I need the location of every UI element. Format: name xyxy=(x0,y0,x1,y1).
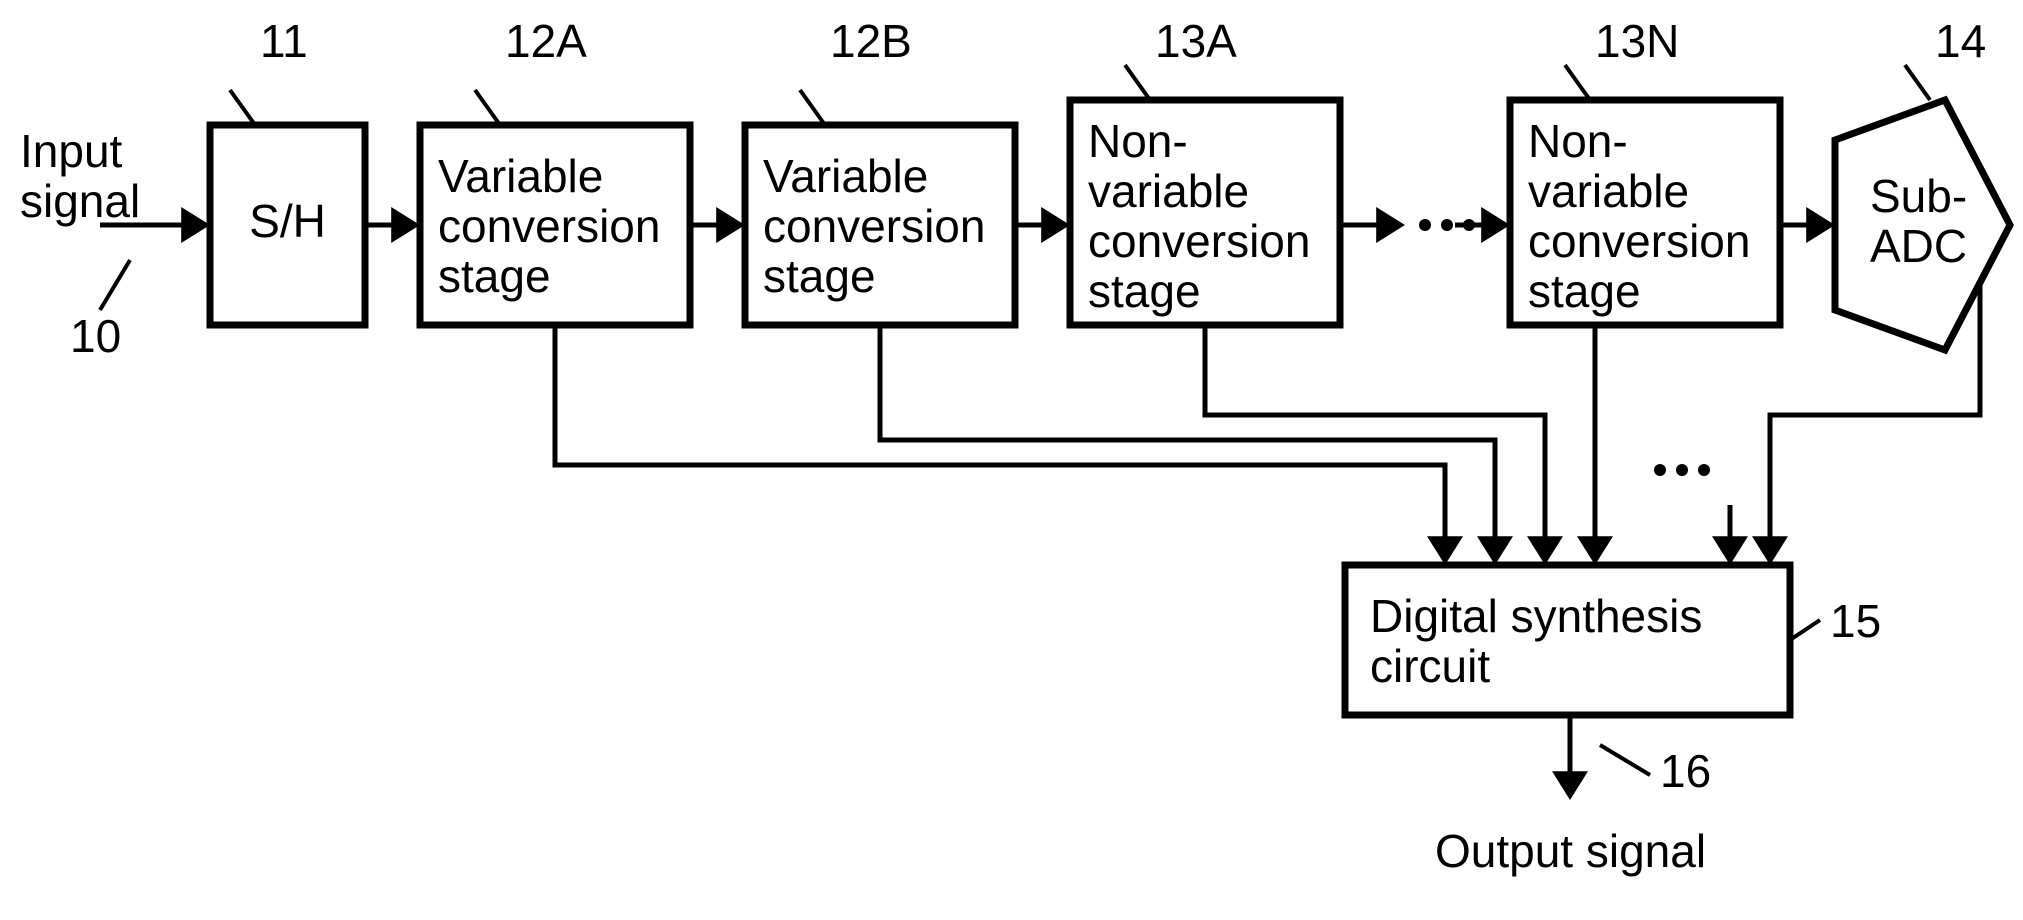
svg-text:Variable: Variable xyxy=(763,150,928,202)
svg-text:Output signal: Output signal xyxy=(1435,825,1706,877)
svg-text:12B: 12B xyxy=(830,15,912,67)
svg-text:16: 16 xyxy=(1660,745,1711,797)
svg-text:10: 10 xyxy=(70,310,121,362)
svg-text:stage: stage xyxy=(763,250,876,302)
svg-text:stage: stage xyxy=(438,250,551,302)
svg-text:Digital synthesis: Digital synthesis xyxy=(1370,590,1702,642)
svg-text:circuit: circuit xyxy=(1370,640,1490,692)
svg-text:conversion: conversion xyxy=(438,200,660,252)
svg-text:conversion: conversion xyxy=(763,200,985,252)
svg-text:Sub-: Sub- xyxy=(1870,170,1967,222)
svg-text:Non-: Non- xyxy=(1528,115,1628,167)
svg-text:11: 11 xyxy=(260,15,308,67)
svg-text:stage: stage xyxy=(1088,265,1201,317)
svg-text:S/H: S/H xyxy=(249,195,326,247)
svg-text:conversion: conversion xyxy=(1528,215,1750,267)
svg-text:ADC: ADC xyxy=(1870,220,1967,272)
svg-text:stage: stage xyxy=(1528,265,1641,317)
svg-text:14: 14 xyxy=(1935,15,1986,67)
svg-text:conversion: conversion xyxy=(1088,215,1310,267)
svg-text:variable: variable xyxy=(1528,165,1689,217)
svg-text:signal: signal xyxy=(20,175,140,227)
svg-text:Non-: Non- xyxy=(1088,115,1188,167)
svg-text:15: 15 xyxy=(1830,595,1881,647)
svg-text:13N: 13N xyxy=(1595,15,1679,67)
svg-text:13A: 13A xyxy=(1155,15,1237,67)
svg-text:Variable: Variable xyxy=(438,150,603,202)
svg-text:variable: variable xyxy=(1088,165,1249,217)
svg-text:Input: Input xyxy=(20,125,123,177)
svg-text:12A: 12A xyxy=(505,15,587,67)
